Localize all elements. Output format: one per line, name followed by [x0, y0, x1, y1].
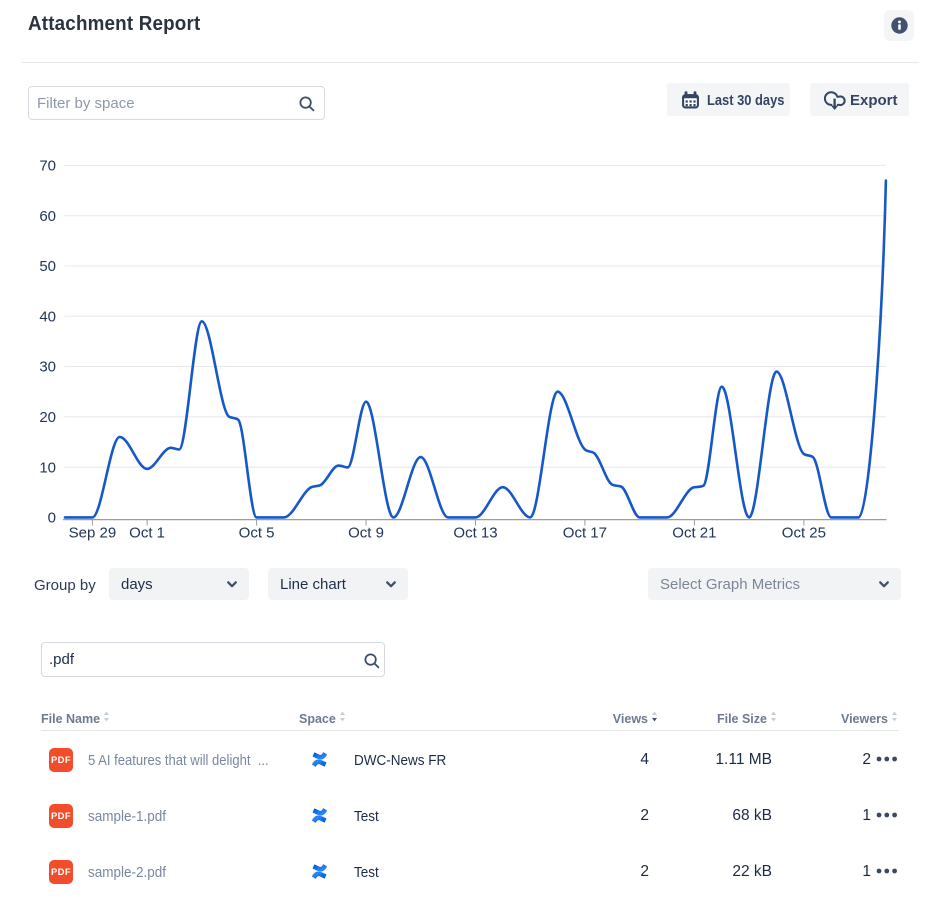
svg-text:30: 30: [39, 359, 56, 376]
svg-text:50: 50: [39, 258, 56, 275]
svg-text:Oct 13: Oct 13: [453, 525, 497, 542]
svg-text:Oct 5: Oct 5: [239, 525, 275, 542]
svg-text:Oct 17: Oct 17: [563, 525, 607, 542]
svg-text:Oct 1: Oct 1: [129, 525, 165, 542]
svg-text:10: 10: [39, 459, 56, 476]
svg-text:Oct 21: Oct 21: [672, 525, 716, 542]
svg-text:40: 40: [39, 309, 56, 326]
svg-text:60: 60: [39, 208, 56, 225]
svg-text:Oct 9: Oct 9: [348, 525, 384, 542]
svg-text:70: 70: [39, 158, 56, 175]
svg-text:20: 20: [39, 409, 56, 426]
svg-text:Sep 29: Sep 29: [69, 525, 117, 542]
svg-text:0: 0: [48, 510, 56, 527]
svg-text:Oct 25: Oct 25: [782, 525, 826, 542]
